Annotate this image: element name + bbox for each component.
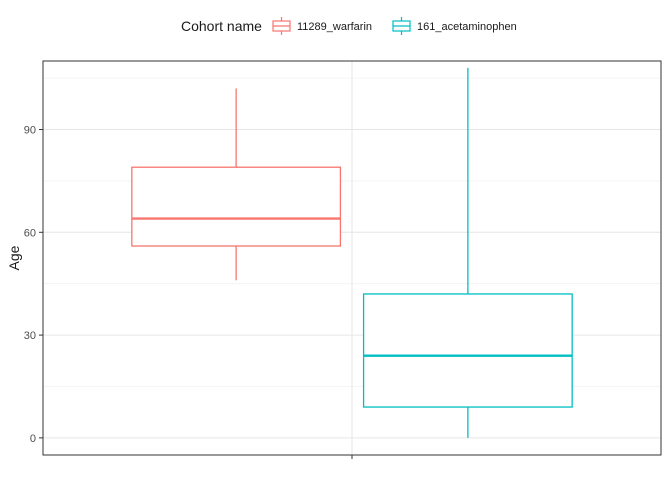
legend-items: 11289_warfarin 161_acetaminophen [272,17,517,35]
y-axis-label: Age [6,245,22,270]
y-tick-label: 30 [24,330,36,342]
box-161_acetaminophen [362,67,573,438]
legend-item-11289_warfarin: 11289_warfarin [272,17,372,35]
legend-item-161_acetaminophen: 161_acetaminophen [392,17,517,35]
legend-item-label: 161_acetaminophen [417,21,517,33]
y-tick-label: 90 [24,125,36,137]
y-tick-label: 60 [24,227,36,239]
box-body [362,293,573,408]
y-tick-label: 0 [30,433,36,445]
legend-title: Cohort name [181,18,262,34]
box-body [131,166,342,247]
plot-panel [42,60,662,456]
box-series [131,67,573,438]
box-11289_warfarin [131,88,342,281]
legend-item-label: 11289_warfarin [297,21,372,33]
legend: Cohort name 11289_warfarin 161_acetaminop… [181,17,517,35]
y-axis-ticks: 0 30 60 90 [24,125,43,445]
